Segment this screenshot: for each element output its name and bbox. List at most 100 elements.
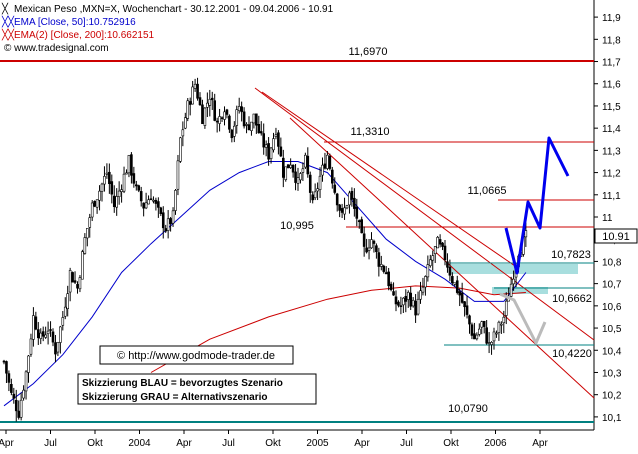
candle-body — [338, 204, 341, 211]
candle-body — [455, 280, 459, 293]
candle-body — [159, 207, 163, 215]
candle-body — [188, 101, 192, 105]
legend-marker-ema200: ╳╳ — [1, 28, 15, 41]
candle-body — [257, 124, 261, 134]
candle-body — [524, 230, 528, 238]
candle-body — [198, 97, 202, 106]
candle-body — [436, 237, 439, 249]
candle-body — [433, 246, 437, 255]
scenario-box — [77, 373, 317, 405]
candle-body — [438, 239, 442, 245]
y-tick-label: 11,2 — [602, 169, 621, 180]
candle-body — [318, 175, 322, 190]
candle-body — [389, 283, 393, 290]
candle-body — [375, 245, 378, 253]
candle-body — [63, 306, 67, 317]
legend-marker-price: ╳ — [1, 2, 9, 15]
candle-body — [250, 121, 253, 132]
trend-line-lower — [261, 91, 519, 269]
y-tick-label: 11,3 — [602, 146, 621, 157]
candle-body — [311, 194, 315, 201]
candle-body — [384, 272, 388, 275]
candle-body — [157, 201, 160, 208]
candle-body — [179, 137, 182, 162]
candle-body — [340, 208, 344, 213]
candle-body — [360, 219, 364, 234]
candle-body — [115, 196, 118, 208]
candle-body — [154, 199, 158, 204]
trend-line-middle — [289, 117, 595, 399]
y-tick-label: 10,3 — [602, 368, 622, 379]
candle-body — [66, 293, 69, 309]
candle-body — [27, 355, 30, 373]
candle-body — [291, 164, 295, 173]
candle-body — [68, 270, 72, 293]
candle-body — [56, 341, 60, 353]
candle-body — [301, 168, 305, 173]
candle-body — [279, 146, 283, 157]
x-tick-label: Okt — [265, 438, 281, 449]
candle-body — [88, 217, 92, 228]
candle-body — [502, 316, 506, 324]
candle-body — [29, 338, 33, 355]
trend-line-upper — [254, 87, 595, 341]
candle-body — [105, 172, 109, 175]
candle-body — [490, 342, 493, 345]
candle-body — [223, 111, 226, 120]
candle-body — [117, 190, 121, 198]
candle-body — [485, 327, 488, 344]
candle-body — [406, 292, 410, 300]
candle-body — [477, 328, 481, 335]
candle-body — [86, 228, 89, 239]
candle-body — [382, 265, 386, 272]
candle-body — [39, 332, 43, 339]
candle-body — [357, 220, 361, 223]
candle-body — [220, 117, 224, 119]
candle-body — [451, 276, 454, 284]
candle-body — [191, 86, 194, 105]
candle-body — [132, 173, 136, 184]
legend-price: Mexican Peso ,MXN=X, Wochenchart - 30.12… — [14, 4, 334, 15]
candle-body — [365, 247, 368, 253]
blue-scenario-path — [504, 136, 570, 275]
level-label-10-0790: 10,0790 — [448, 403, 488, 415]
legend-source: © www.tradesignal.com — [4, 43, 109, 54]
candle-body — [5, 361, 8, 374]
last-price-label: 10.91 — [602, 231, 630, 243]
candle-body — [242, 111, 246, 127]
candle-body — [147, 199, 150, 205]
candle-body — [7, 373, 11, 383]
candle-body — [108, 171, 111, 185]
candle-body — [402, 297, 405, 306]
candle-body — [44, 334, 47, 338]
y-tick-label: 11,4 — [602, 124, 621, 135]
candle-body — [333, 184, 337, 193]
y-tick-label: 10,1 — [602, 413, 622, 424]
candle-body — [262, 133, 266, 148]
y-tick-label: 11,7 — [602, 58, 621, 69]
candle-body — [225, 109, 229, 115]
candle-body — [73, 280, 77, 283]
candle-body — [235, 109, 239, 126]
level-label-11-6970: 11,6970 — [349, 46, 388, 58]
candle-body — [46, 330, 50, 335]
y-tick-label: 10,4 — [602, 346, 622, 357]
candle-body — [237, 106, 241, 112]
candle-body — [468, 315, 471, 325]
candle-body — [487, 342, 491, 344]
candle-body — [370, 239, 373, 249]
candle-body — [426, 264, 430, 278]
candle-body — [14, 400, 18, 412]
y-tick-label: 11,9 — [602, 13, 621, 24]
candle-body — [277, 132, 280, 147]
y-tick-label: 11,6 — [602, 80, 621, 91]
candle-body — [428, 259, 432, 267]
candle-body — [397, 301, 400, 306]
candle-body — [24, 371, 28, 392]
y-tick-label: 10,2 — [602, 391, 622, 402]
level-label-10-4220: 10,4220 — [552, 348, 592, 360]
candle-body — [492, 331, 496, 342]
candle-body — [274, 134, 278, 137]
candle-body — [441, 242, 444, 247]
